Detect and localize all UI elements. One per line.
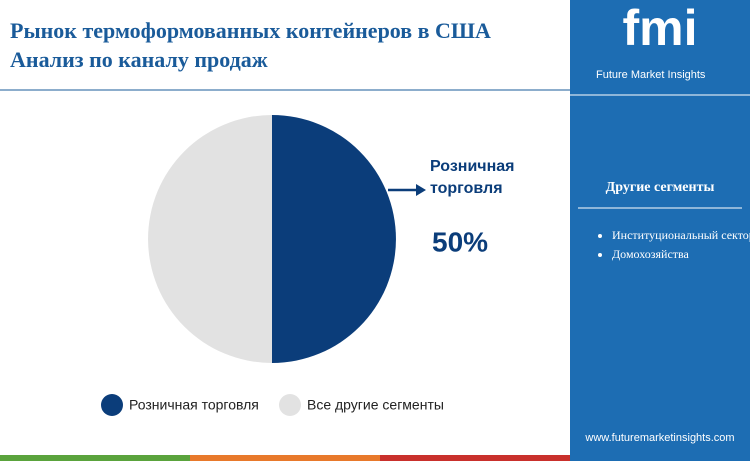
brand-name: Future Market Insights (596, 69, 706, 81)
legend-label: Розничная торговля (129, 397, 259, 413)
sidebar-heading: Другие сегменты (606, 180, 715, 195)
stripe (190, 455, 380, 461)
website: www.futuremarketinsights.com (584, 432, 734, 444)
legend-swatch (101, 394, 123, 416)
segment-list: Институциональный сектор Домохозяйства (592, 226, 750, 264)
segment-item: Домохозяйства (612, 245, 750, 263)
chart-subtitle: Анализ по каналу продаж (10, 47, 268, 72)
value-label: 50% (432, 226, 488, 257)
legend-label: Все другие сегменты (307, 397, 444, 413)
sidebar-bg (570, 0, 750, 461)
stripe (380, 455, 570, 461)
callout-arrowhead (416, 184, 426, 196)
legend-swatch (279, 394, 301, 416)
chart-title: Рынок термоформованных контейнеров в США (10, 18, 491, 43)
stripe (0, 455, 190, 461)
pie-slice (148, 115, 272, 363)
pie-slice (272, 115, 396, 363)
segment-item: Институциональный сектор (612, 226, 750, 244)
callout-label: Розничная торговля (430, 158, 515, 197)
logo: fmi (623, 0, 698, 56)
